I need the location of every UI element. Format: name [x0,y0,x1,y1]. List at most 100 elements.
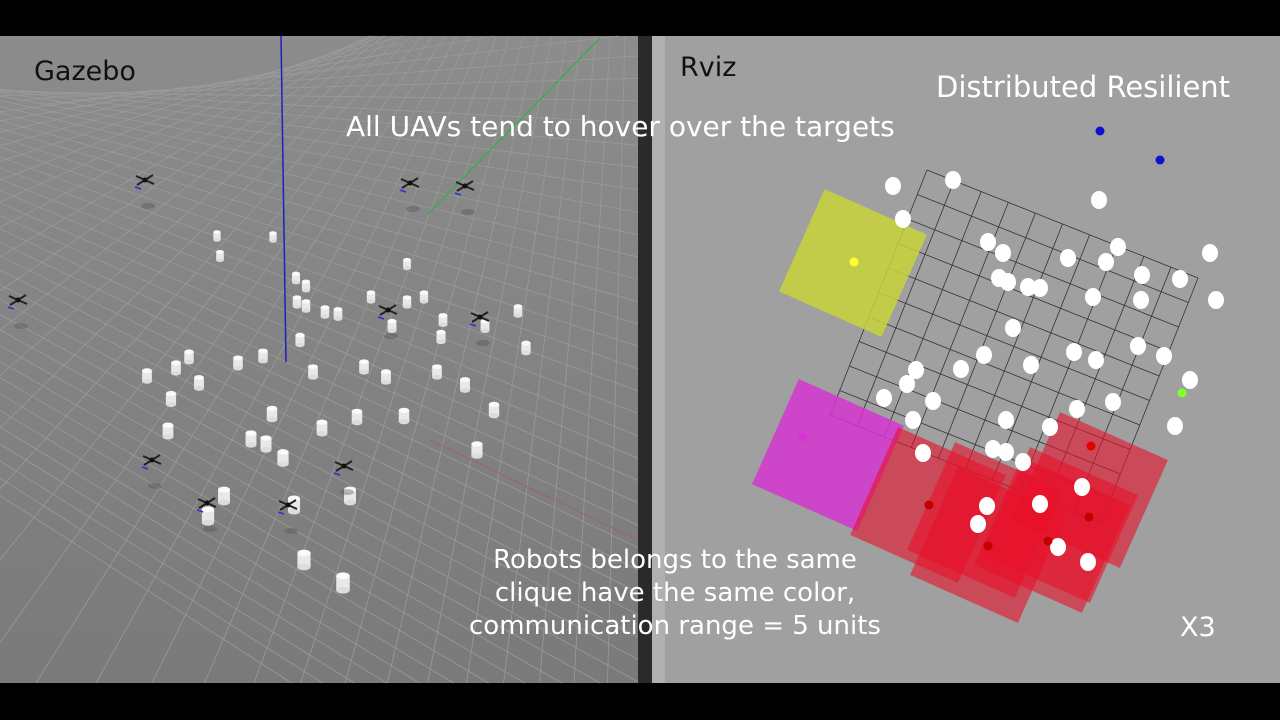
cylinder-body [351,411,363,423]
cylinder-top [171,360,181,366]
cylinder-base [480,328,490,334]
cylinder-base [165,401,177,408]
uav-drone [454,180,475,215]
cylinder-body [297,552,311,568]
cylinder-body [403,259,411,269]
cylinder-body [387,321,397,331]
target-robot [924,500,934,510]
grid-line [0,215,639,504]
drone-rotor [399,189,407,193]
grid-line [0,127,639,325]
cylinder-obstacle [194,375,204,391]
cylinder-obstacle [403,257,411,271]
cylinder-base [301,308,311,313]
grid-line [17,55,639,101]
grid-line [0,255,639,571]
drone-body [385,307,391,313]
uav-drone [196,497,217,532]
cylinder-base [308,374,318,380]
uav-drone [333,460,354,495]
cylinder-top [260,435,272,441]
cylinder-obstacle [316,419,328,437]
uav-sphere [979,497,995,515]
grid-line [0,35,412,490]
rviz-title: Rviz [680,52,737,83]
uav-sphere [998,443,1014,461]
cylinder-obstacle [233,355,243,371]
cylinder-top [333,307,343,312]
uav-sphere [1005,319,1021,337]
cylinder-obstacle [359,359,369,375]
drone-shadow [476,340,490,346]
cylinder-top [438,313,448,318]
uav-sphere [899,375,915,393]
grid-line [64,35,494,110]
drone-body [407,180,413,186]
grid-line [0,100,639,235]
panel-divider[interactable] [638,36,652,683]
gazebo-scene [0,35,639,684]
target-robot [1086,441,1096,451]
rviz-grid-line [992,234,1090,480]
cylinder-top [291,271,301,276]
cylinder-obstacle [381,369,391,385]
cylinder-obstacle [291,271,301,285]
drone-body [204,500,210,506]
cylinder-obstacle [165,390,177,408]
grid-line [0,35,422,560]
grid-line [0,443,387,684]
cylinder-top [184,349,194,355]
grid-line [427,35,553,684]
cylinder-body [201,509,215,523]
uav-drone [141,454,162,489]
cylinder-base [218,499,230,506]
uav-sphere [976,346,992,364]
cylinder-body [480,321,490,331]
grid-line [0,35,371,203]
uav-sphere [985,440,1001,458]
cylinder-body [216,251,224,261]
cylinder-base [403,266,411,271]
cylinder-top [216,249,224,254]
cylinder-top [403,257,411,262]
cylinder-obstacle [344,486,356,506]
cylinder-body [213,232,221,240]
uav-sphere [1069,400,1085,418]
grid-line [204,35,484,684]
uav-sphere [876,389,892,407]
cylinder-top [387,318,397,324]
cylinder-top [471,441,483,447]
uav-sphere [1000,273,1016,291]
cylinder-obstacle [142,368,152,384]
cylinder-obstacle [521,340,531,356]
cylinder-base [292,304,302,309]
drone-body [15,297,21,303]
target-robot [1177,388,1187,398]
z-axis [280,35,287,363]
grid-line [0,112,639,280]
cylinder-obstacle [402,295,412,309]
cylinder-base [266,417,278,423]
uav-sphere [1050,538,1066,556]
drone-body [142,177,148,183]
cylinder-obstacle [301,299,311,313]
gazebo-title: Gazebo [34,56,136,87]
cylinder-top [201,506,215,513]
uav-drone [7,294,28,329]
cylinder-obstacle [292,295,302,309]
drone-shadow [384,333,398,339]
drone-shadow [141,203,155,209]
grid-line [0,167,639,414]
cylinder-obstacle [162,422,174,440]
cylinder-body [269,233,277,241]
cylinder-obstacle [295,332,305,348]
grid-line [151,35,471,684]
cylinder-top [301,299,311,304]
cylinder-body [366,292,376,302]
cylinder-obstacle [201,506,215,526]
drone-rotor [377,316,385,320]
cylinder-obstacle [266,405,278,423]
uav-sphere [905,411,921,429]
cylinder-base [436,339,446,345]
grid-line [0,284,639,616]
